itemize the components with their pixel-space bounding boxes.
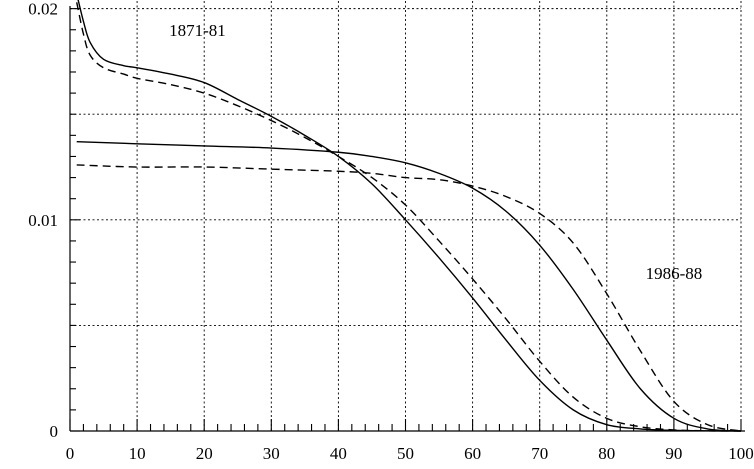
x-tick-label: 40 bbox=[330, 444, 347, 463]
x-tick-label: 100 bbox=[728, 444, 754, 463]
series-line-2 bbox=[76, 2, 742, 432]
x-tick-label: 70 bbox=[531, 444, 548, 463]
x-tick-label: 80 bbox=[598, 444, 615, 463]
x-tick-label: 20 bbox=[196, 444, 213, 463]
tick-labels: 0 10 20 30 40 50 60 70 80 90 100 0 0.01 0.02 bbox=[28, 0, 754, 463]
annotation-label: 1871-81 bbox=[169, 21, 226, 40]
x-tick-label: 10 bbox=[129, 444, 146, 463]
annotations: 1871-81 1986-88 bbox=[169, 21, 702, 283]
x-tick-label: 60 bbox=[464, 444, 481, 463]
y-tick-label: 0.01 bbox=[28, 211, 58, 230]
x-tick-label: 30 bbox=[263, 444, 280, 463]
series-line-4 bbox=[76, 164, 742, 432]
x-tick-label: 0 bbox=[66, 444, 75, 463]
annotation-label: 1986-88 bbox=[646, 264, 703, 283]
y-tick-label: 0.02 bbox=[28, 0, 58, 19]
series-line-1 bbox=[77, 0, 742, 432]
x-tick-label: 90 bbox=[665, 444, 682, 463]
y-tick-label: 0 bbox=[50, 422, 59, 441]
series-lines bbox=[76, 0, 742, 432]
tick-marks bbox=[69, 8, 742, 432]
x-tick-label: 50 bbox=[397, 444, 414, 463]
series-line-3 bbox=[76, 140, 742, 432]
grid bbox=[70, 0, 742, 431]
axes bbox=[69, 6, 745, 432]
